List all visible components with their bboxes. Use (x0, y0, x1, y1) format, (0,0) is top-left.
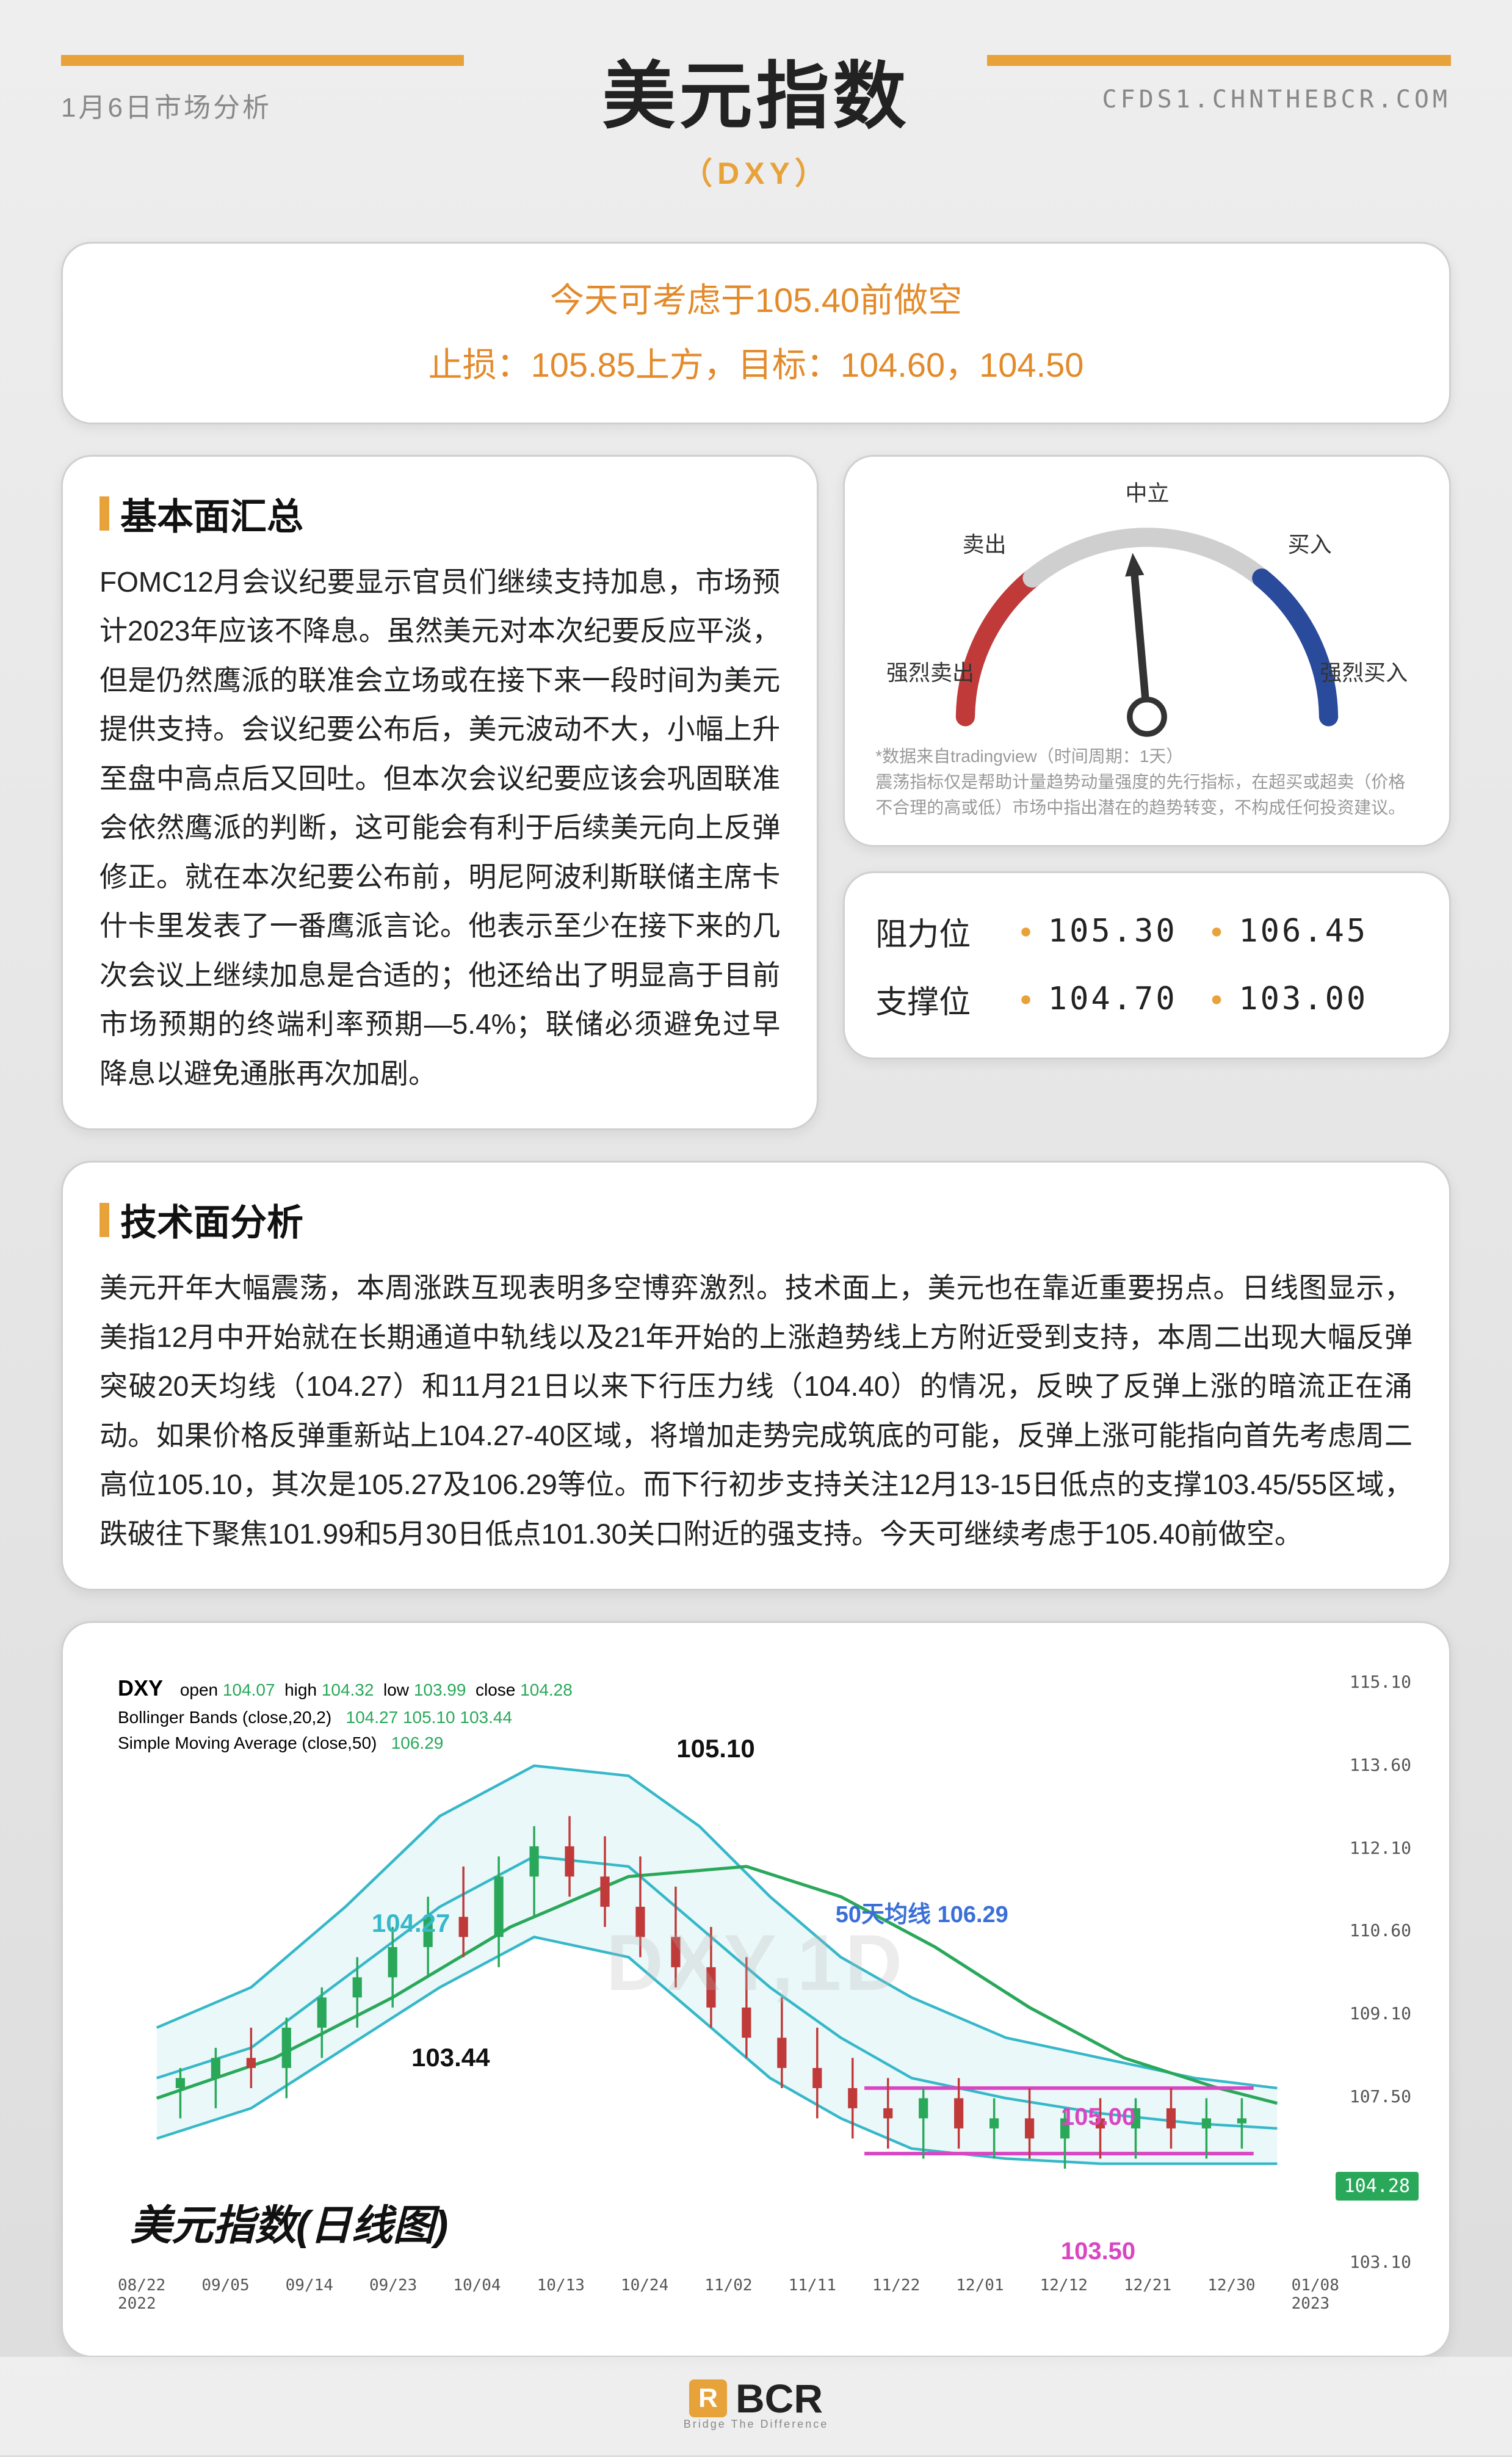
x-tick: 10/13 (537, 2276, 585, 2313)
footer-logo: R BCR (689, 2375, 823, 2422)
x-tick: 09/14 (286, 2276, 333, 2313)
technical-body: 美元开年大幅震荡，本周涨跌互现表明多空博弈激烈。技术面上，美元也在靠近重要拐点。… (99, 1263, 1413, 1558)
x-tick: 11/22 (872, 2276, 920, 2313)
levels-card: 阻力位 ● 105.30 ● 106.45 支撑位 ● 104.70 ● 103… (843, 871, 1451, 1059)
x-tick: 10/24 (621, 2276, 668, 2313)
y-tick: 112.10 (1350, 1838, 1411, 1858)
x-tick: 12/30 (1207, 2276, 1255, 2313)
y-tick: 107.50 (1350, 2086, 1411, 2107)
chart-x-axis: 08/222022 09/05 09/14 09/23 10/04 10/13 10/24 1… (118, 2276, 1339, 2313)
support-row: 支撑位 ● 104.70 ● 103.00 (875, 965, 1419, 1033)
sentiment-gauge: 强烈卖出 卖出 中立 买入 强烈买入 (875, 481, 1419, 738)
gauge-label-sell: 卖出 (963, 527, 1007, 559)
recommendation-card: 今天可考虑于105.40前做空 止损：105.85上方，目标：104.60，10… (61, 242, 1451, 424)
resistance-value-2: 106.45 (1239, 913, 1385, 949)
header-site: CFDS1.CHNTHEBCR.COM (1102, 85, 1451, 114)
resistance-label: 阻力位 (875, 909, 1004, 954)
x-tick: 12/01 (956, 2276, 1004, 2313)
footer-tagline: Bridge The Difference (0, 2418, 1512, 2431)
accent-bar-left (61, 55, 464, 66)
fundamentals-card: 基本面汇总 FOMC12月会议纪要显示官员们继续支持加息，市场预计2023年应该… (61, 455, 819, 1131)
chart-meta: DXY open 104.07 high 104.32 low 103.99 c… (118, 1672, 573, 1756)
x-tick: 09/23 (369, 2276, 417, 2313)
chart-annotation: 105.10 (676, 1734, 754, 1763)
support-label: 支撑位 (875, 976, 1004, 1022)
accent-bar-right (987, 55, 1451, 66)
x-tick: 11/11 (789, 2276, 836, 2313)
gauge-label-buy: 买入 (1288, 527, 1332, 559)
x-tick: 09/05 (201, 2276, 249, 2313)
y-tick: 113.60 (1350, 1755, 1411, 1775)
chart-overlay-title: 美元指数(日线图) (130, 2191, 448, 2252)
x-tick: 11/02 (704, 2276, 752, 2313)
recommendation-line2: 止损：105.85上方，目标：104.60，104.50 (99, 333, 1413, 397)
bullet-icon: ● (1019, 987, 1032, 1011)
resistance-value-1: 105.30 (1048, 913, 1195, 949)
support-value-1: 104.70 (1048, 981, 1195, 1017)
x-tick: 10/04 (453, 2276, 501, 2313)
footer-brand: BCR (736, 2375, 823, 2422)
x-tick: 01/082023 (1292, 2276, 1339, 2313)
recommendation-line1: 今天可考虑于105.40前做空 (99, 268, 1413, 333)
y-tick: 103.10 (1350, 2252, 1411, 2272)
chart-y-axis: 115.10113.60112.10110.60109.10107.50106.… (1345, 1672, 1419, 2252)
logo-icon: R (689, 2379, 727, 2417)
chart-watermark: DXY,1D (606, 1917, 906, 2008)
price-chart: DXY open 104.07 high 104.32 low 103.99 c… (93, 1653, 1419, 2325)
gauge-label-strong-sell: 强烈卖出 (886, 655, 974, 687)
chart-annotation: 104.27 (372, 1909, 450, 1938)
accent-bar-icon (99, 496, 109, 531)
header: 1月6日市场分析 CFDS1.CHNTHEBCR.COM 美元指数 （DXY） (61, 37, 1451, 193)
fundamentals-body: FOMC12月会议纪要显示官员们继续支持加息，市场预计2023年应该不降息。虽然… (99, 557, 780, 1098)
chart-annotation: 103.50 (1061, 2238, 1135, 2265)
y-tick: 115.10 (1350, 1672, 1411, 1692)
technical-title: 技术面分析 (120, 1193, 303, 1246)
x-tick: 08/222022 (118, 2276, 165, 2313)
header-date: 1月6日市场分析 (61, 85, 272, 125)
chart-annotation: 103.44 (411, 2043, 490, 2072)
chart-annotation: 50天均线 106.29 (836, 1895, 1008, 1929)
x-tick: 12/12 (1040, 2276, 1088, 2313)
page-subtitle: （DXY） (61, 149, 1451, 193)
technical-card: 技术面分析 美元开年大幅震荡，本周涨跌互现表明多空博弈激烈。技术面上，美元也在靠… (61, 1161, 1451, 1591)
y-tick: 110.60 (1350, 1920, 1411, 1940)
chart-card: DXY open 104.07 high 104.32 low 103.99 c… (61, 1621, 1451, 2357)
fundamentals-title: 基本面汇总 (120, 487, 303, 540)
x-tick: 12/21 (1124, 2276, 1171, 2313)
support-value-2: 103.00 (1239, 981, 1385, 1017)
footer: R BCR Bridge The Difference (0, 2357, 1512, 2455)
chart-annotation: 105.00 (1061, 2103, 1135, 2131)
resistance-row: 阻力位 ● 105.30 ● 106.45 (875, 898, 1419, 965)
gauge-label-strong-buy: 强烈买入 (1320, 655, 1408, 687)
gauge-label-neutral: 中立 (1126, 476, 1170, 507)
y-tick: 109.10 (1350, 2003, 1411, 2023)
bullet-icon: ● (1019, 920, 1032, 943)
sentiment-gauge-card: 强烈卖出 卖出 中立 买入 强烈买入 *数据来自tradingview（时间周期… (843, 455, 1451, 847)
bullet-icon: ● (1210, 987, 1223, 1011)
bullet-icon: ● (1210, 920, 1223, 943)
accent-bar-icon (99, 1203, 109, 1237)
chart-symbol: DXY (118, 1675, 163, 1700)
chart-price-tag: 104.28 (1336, 2172, 1419, 2201)
